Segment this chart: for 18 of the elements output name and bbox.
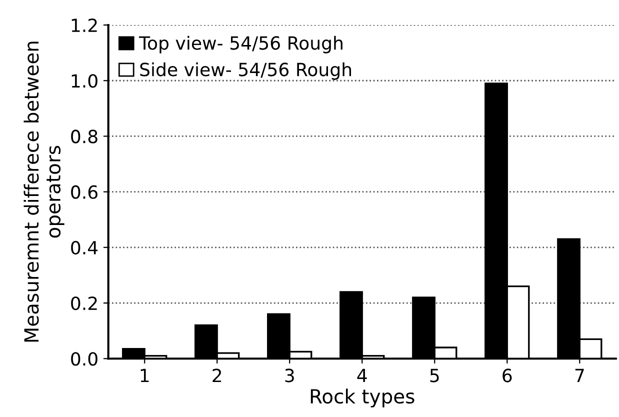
x-tick-label: 7 <box>575 368 584 382</box>
y-tick-label: 0.0 <box>71 352 98 366</box>
y-tick-label: 0.2 <box>71 296 97 310</box>
x-tick-label: 4 <box>357 368 367 382</box>
x-tick-label: 1 <box>140 368 149 382</box>
y-tick-label: 0.4 <box>71 240 98 255</box>
y-axis-title: Measuremnt differece between operators <box>24 42 64 342</box>
x-tick-label: 5 <box>430 368 439 382</box>
x-axis-title: Rock types <box>310 388 414 408</box>
x-tick-label: 2 <box>212 368 222 382</box>
y-tick-label: 0.8 <box>71 130 98 144</box>
legend-label: Top view- 54/56 Rough <box>138 36 342 54</box>
x-tick-label: 6 <box>502 368 512 382</box>
x-tick-label: 3 <box>285 368 294 382</box>
y-tick-label: 1.2 <box>72 18 97 32</box>
y-tick-label: 0.6 <box>71 185 98 199</box>
legend-label: Side view- 54/56 Rough <box>140 62 352 80</box>
y-tick-label: 1.0 <box>72 74 98 88</box>
